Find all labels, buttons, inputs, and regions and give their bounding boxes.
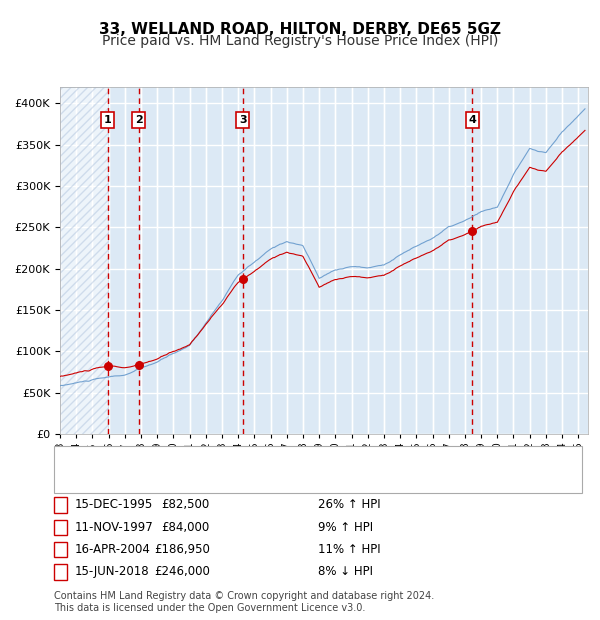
Text: 2: 2 xyxy=(135,115,143,125)
Text: £84,000: £84,000 xyxy=(162,521,210,534)
Text: 8% ↓ HPI: 8% ↓ HPI xyxy=(318,565,373,578)
Point xyxy=(238,275,248,285)
Point xyxy=(467,226,477,236)
Bar xyxy=(60,87,108,434)
Text: 26% ↑ HPI: 26% ↑ HPI xyxy=(318,498,380,511)
Text: ——: —— xyxy=(78,459,106,473)
Text: 4: 4 xyxy=(56,565,65,578)
Text: 15-DEC-1995: 15-DEC-1995 xyxy=(75,498,153,511)
Text: 33, WELLAND ROAD, HILTON, DERBY, DE65 5GZ (detached house): 33, WELLAND ROAD, HILTON, DERBY, DE65 5G… xyxy=(99,460,488,472)
Text: 11-NOV-1997: 11-NOV-1997 xyxy=(75,521,154,534)
Point xyxy=(134,360,143,370)
Text: 2: 2 xyxy=(56,521,65,534)
Text: 4: 4 xyxy=(468,115,476,125)
Text: Price paid vs. HM Land Registry's House Price Index (HPI): Price paid vs. HM Land Registry's House … xyxy=(102,34,498,48)
Text: 16-APR-2004: 16-APR-2004 xyxy=(75,543,151,556)
Text: 3: 3 xyxy=(239,115,247,125)
Point xyxy=(103,361,113,371)
Text: £82,500: £82,500 xyxy=(162,498,210,511)
Text: 1: 1 xyxy=(104,115,112,125)
Text: 9% ↑ HPI: 9% ↑ HPI xyxy=(318,521,373,534)
Text: 11% ↑ HPI: 11% ↑ HPI xyxy=(318,543,380,556)
Text: £186,950: £186,950 xyxy=(154,543,210,556)
Text: 1: 1 xyxy=(56,498,65,511)
Text: 33, WELLAND ROAD, HILTON, DERBY, DE65 5GZ: 33, WELLAND ROAD, HILTON, DERBY, DE65 5G… xyxy=(99,22,501,37)
Text: 3: 3 xyxy=(56,543,65,556)
Text: Contains HM Land Registry data © Crown copyright and database right 2024.
This d: Contains HM Land Registry data © Crown c… xyxy=(54,591,434,613)
Text: 15-JUN-2018: 15-JUN-2018 xyxy=(75,565,149,578)
Text: £246,000: £246,000 xyxy=(154,565,210,578)
Text: HPI: Average price, detached house, South Derbyshire: HPI: Average price, detached house, Sout… xyxy=(99,476,420,489)
Text: ——: —— xyxy=(78,476,106,489)
